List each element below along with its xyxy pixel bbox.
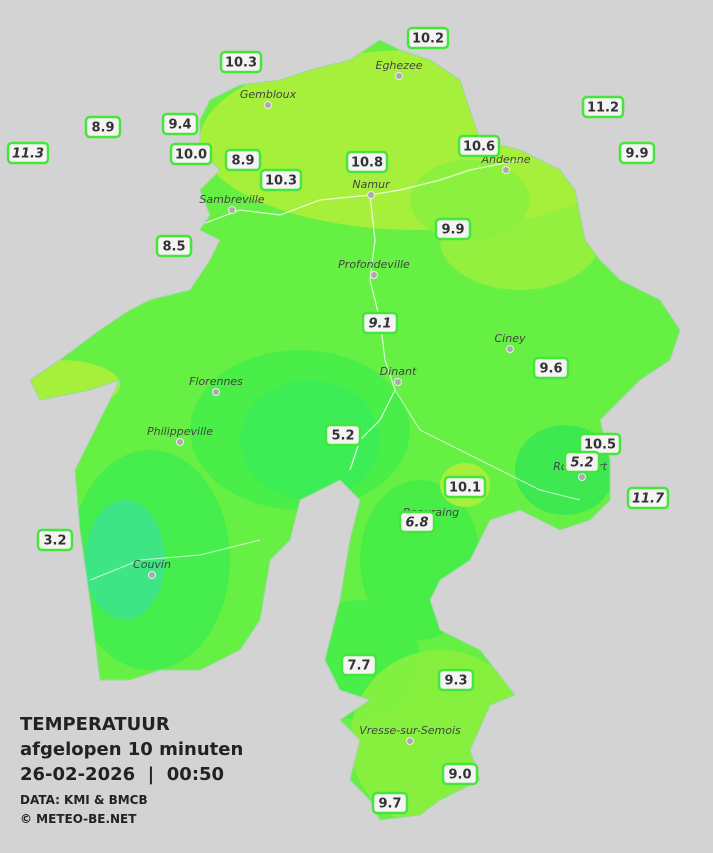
legend-title: TEMPERATUUR bbox=[20, 714, 170, 735]
station-box bbox=[345, 150, 389, 174]
station-box bbox=[6, 141, 50, 165]
station-value: 10.0 bbox=[175, 148, 207, 163]
town-name: Eghezee bbox=[376, 59, 423, 72]
station-value: 10.2 bbox=[412, 32, 444, 47]
station-box bbox=[443, 475, 487, 499]
station-box bbox=[259, 168, 303, 192]
station-value: 6.8 bbox=[405, 516, 428, 531]
town-name: Vresse-sur-Semois bbox=[359, 724, 461, 737]
station-box bbox=[581, 95, 625, 119]
station-value: 9.3 bbox=[444, 674, 467, 689]
station-box bbox=[398, 510, 436, 534]
station-value: 5.2 bbox=[331, 429, 354, 444]
station-value: 9.9 bbox=[441, 223, 464, 238]
station-box bbox=[441, 762, 479, 786]
station-box bbox=[169, 142, 213, 166]
town-name: Dinant bbox=[380, 365, 417, 378]
station-value: 10.3 bbox=[265, 174, 297, 189]
station-box bbox=[532, 356, 570, 380]
station-box bbox=[324, 423, 362, 447]
station-value: 10.6 bbox=[463, 140, 495, 155]
legend-source: DATA: KMI & BMCB bbox=[20, 793, 148, 807]
station-box bbox=[457, 134, 501, 158]
station-box bbox=[626, 486, 670, 510]
town-name: Gembloux bbox=[240, 88, 297, 101]
station-box bbox=[361, 311, 399, 335]
legend-subtitle: afgelopen 10 minuten bbox=[20, 739, 243, 760]
legend-datetime: 26-02-2026 | 00:50 bbox=[20, 764, 224, 785]
station-box bbox=[161, 112, 199, 136]
station-value: 11.3 bbox=[12, 147, 44, 162]
town-name: Profondeville bbox=[338, 258, 410, 271]
station-box bbox=[371, 791, 409, 815]
station-box bbox=[578, 432, 622, 456]
station-box bbox=[224, 148, 262, 172]
town-name: Florennes bbox=[189, 375, 243, 388]
station-box bbox=[434, 217, 472, 241]
station-value: 8.9 bbox=[231, 154, 254, 169]
station-value: 9.4 bbox=[168, 118, 191, 133]
station-value: 8.9 bbox=[91, 121, 114, 136]
station-value: 3.2 bbox=[43, 534, 66, 549]
station-value: 11.2 bbox=[587, 101, 619, 116]
town-dot bbox=[506, 345, 514, 353]
town-dot bbox=[502, 166, 510, 174]
station-box bbox=[437, 668, 475, 692]
town-name: Ciney bbox=[495, 332, 526, 345]
town-name: Namur bbox=[352, 178, 391, 191]
station-value: 5.2 bbox=[570, 456, 593, 471]
town-dot bbox=[264, 101, 272, 109]
town-name: Sambreville bbox=[199, 193, 264, 206]
station-box bbox=[340, 653, 378, 677]
station-value: 8.5 bbox=[162, 240, 185, 255]
town-dot bbox=[367, 191, 375, 199]
town-dot bbox=[578, 473, 586, 481]
station-value: 10.1 bbox=[449, 481, 481, 496]
station-value: 9.7 bbox=[378, 797, 401, 812]
station-value: 11.7 bbox=[632, 492, 665, 507]
station-box bbox=[219, 50, 263, 74]
legend-copyright: © METEO-BE.NET bbox=[20, 812, 137, 826]
station-value: 7.7 bbox=[347, 659, 370, 674]
town-dot bbox=[148, 571, 156, 579]
town-dot bbox=[176, 438, 184, 446]
legend: TEMPERATUUR afgelopen 10 minuten 26-02-2… bbox=[20, 714, 243, 826]
town-name: Philippeville bbox=[147, 425, 213, 438]
station-value: 9.6 bbox=[539, 362, 562, 377]
station-value: 9.9 bbox=[625, 147, 648, 162]
town-dot bbox=[228, 206, 236, 214]
station-value: 9.1 bbox=[368, 317, 391, 332]
town-dot bbox=[370, 271, 378, 279]
station-box bbox=[36, 528, 74, 552]
station-box bbox=[155, 234, 193, 258]
station-box bbox=[84, 115, 122, 139]
station-value: 9.0 bbox=[448, 768, 471, 783]
town-dot bbox=[394, 378, 402, 386]
town-dot bbox=[406, 737, 414, 745]
town-dot bbox=[212, 388, 220, 396]
station-value: 10.5 bbox=[584, 438, 616, 453]
station-box bbox=[563, 450, 601, 474]
town-dot bbox=[395, 72, 403, 80]
station-value: 10.8 bbox=[351, 156, 383, 171]
station-box bbox=[618, 141, 656, 165]
stations: 10.2 10.3 11.2 8.9 9.4 11.3 10.0 8.9 10.6 10.8 9.9… bbox=[6, 26, 670, 815]
town-name: Couvin bbox=[133, 558, 171, 571]
station-box bbox=[406, 26, 450, 50]
station-value: 10.3 bbox=[225, 56, 257, 71]
